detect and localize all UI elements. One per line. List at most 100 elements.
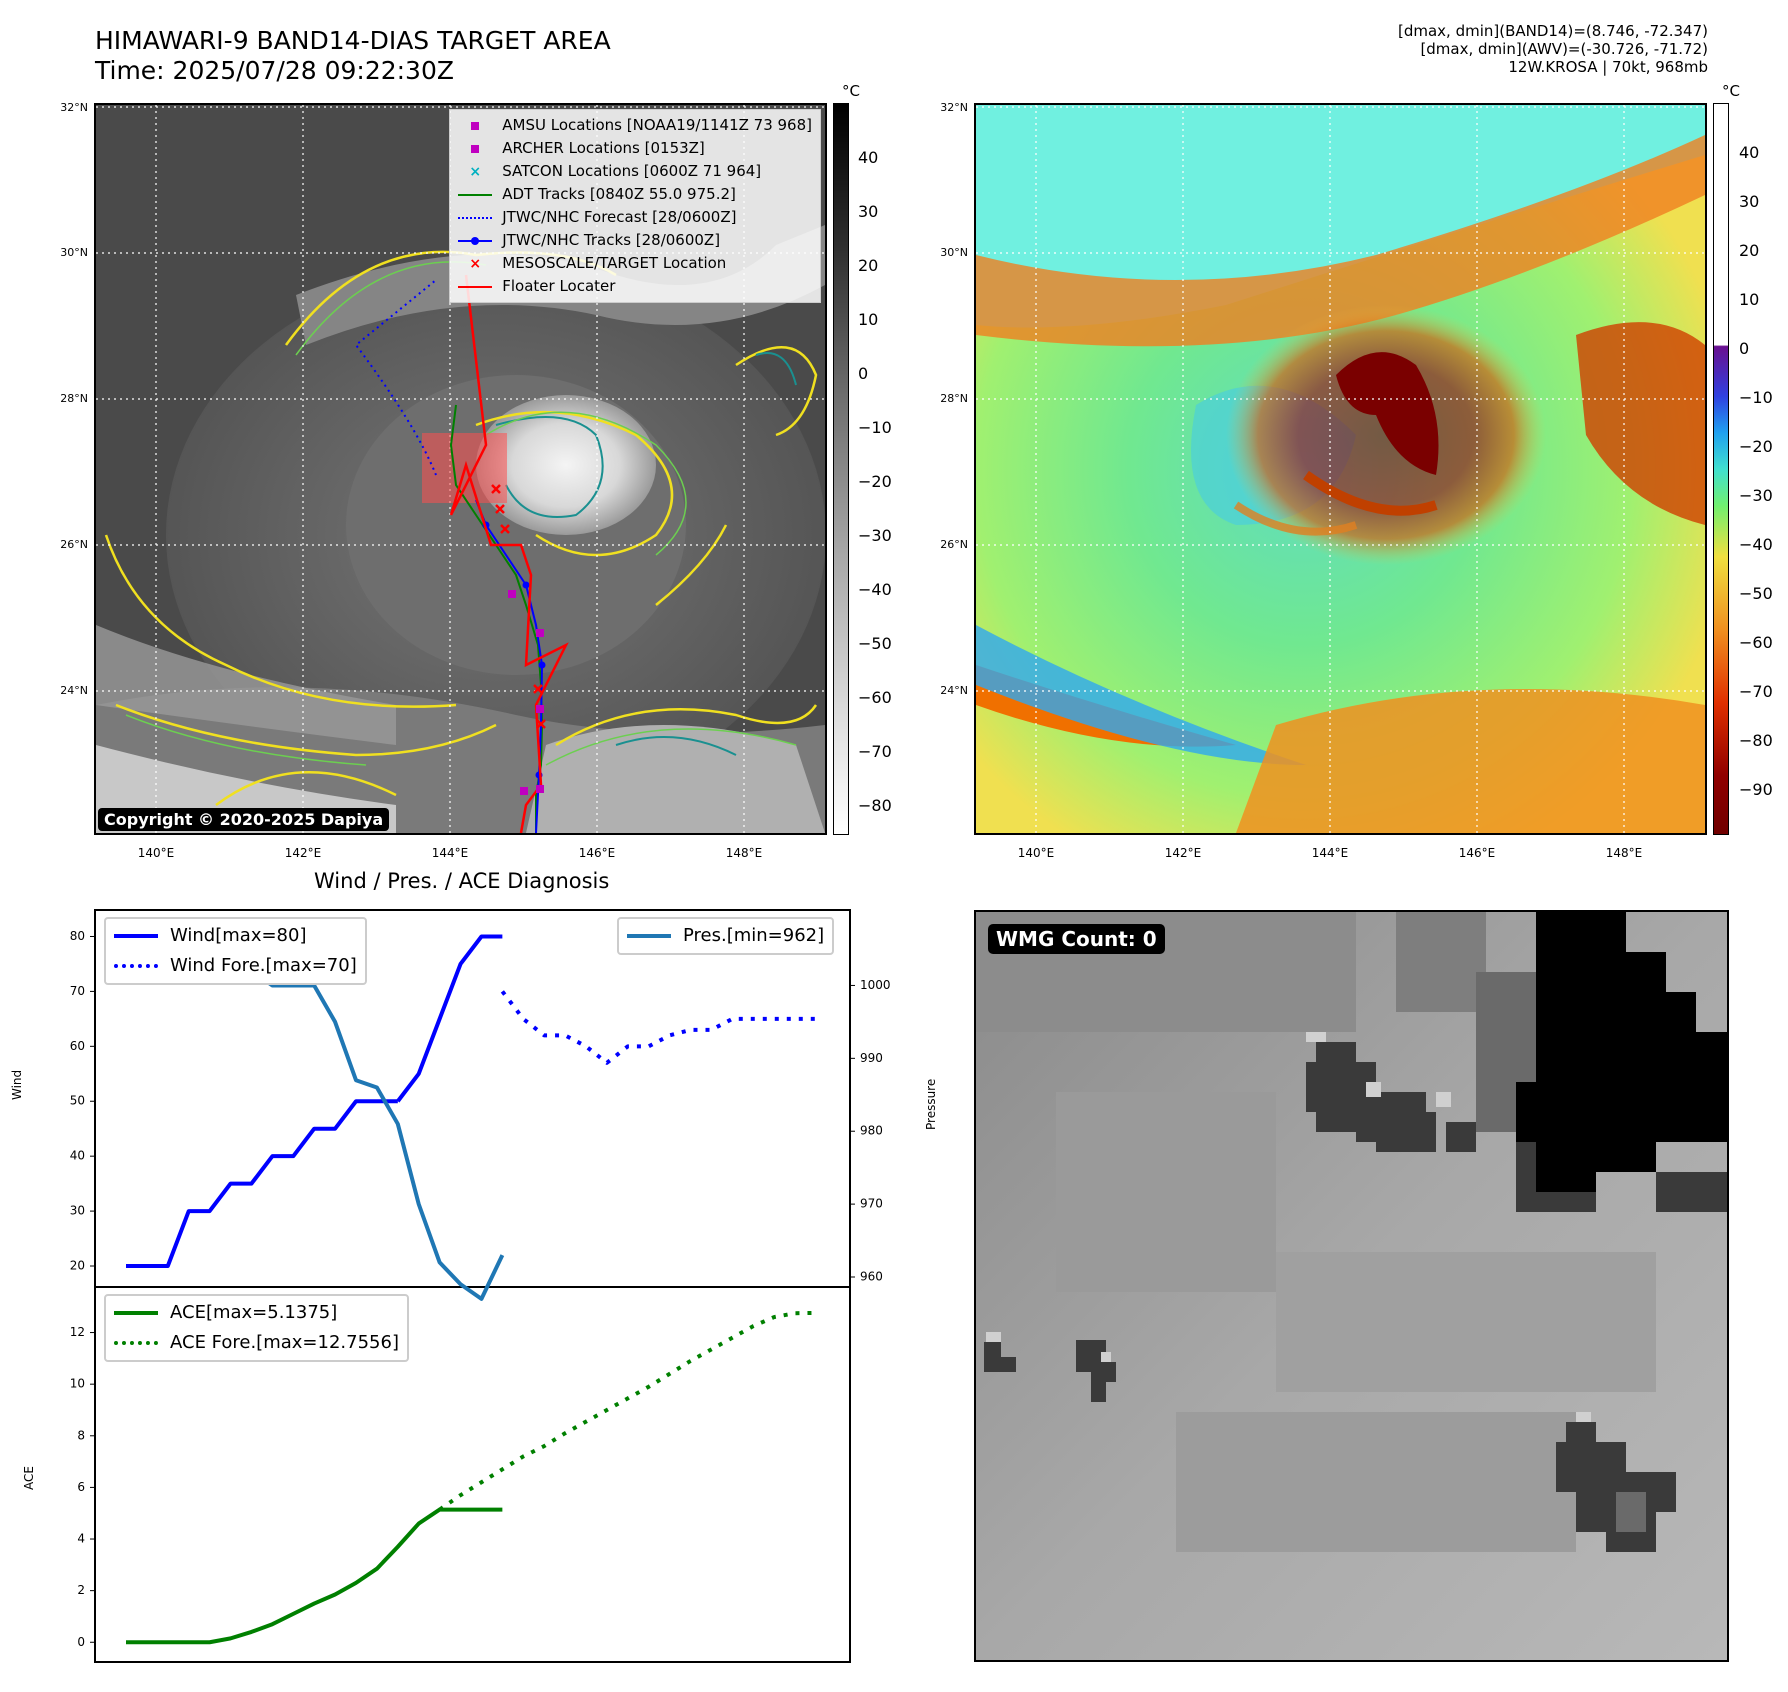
wind-tick-label: 20 (70, 1259, 85, 1273)
legend-row-amsu: AMSU Locations [NOAA19/1141Z 73 968] (458, 114, 812, 137)
lon-label: 146°E (578, 846, 616, 860)
wind-tick-label: 50 (70, 1094, 85, 1108)
title-line-1: HIMAWARI-9 BAND14-DIAS TARGET AREA (95, 26, 611, 55)
ace-legend: ACE[max=5.1375] ACE Fore.[max=12.7556] (104, 1294, 409, 1362)
colorbar-tick-label: −30 (858, 526, 892, 545)
ace-tick-label: 8 (77, 1428, 85, 1442)
colorbar-tick-label: −60 (1739, 633, 1773, 652)
wmg-count-badge: WMG Count: 0 (988, 924, 1165, 954)
colorbar-tick-label: −40 (858, 580, 892, 599)
ir-colorbar-unit: °C (842, 82, 860, 100)
lat-label: 30°N (60, 246, 88, 259)
colorbar-tick-label: −40 (1739, 535, 1773, 554)
info-block: [dmax, dmin](BAND14)=(8.746, -72.347) [d… (1398, 22, 1708, 76)
colorbar-tick-label: 20 (1739, 241, 1760, 260)
wind-legend: Wind[max=80] Wind Fore.[max=70] (104, 917, 367, 985)
pressure-tick-label: 980 (860, 1124, 883, 1138)
colorbar-tick-label: 0 (1739, 339, 1750, 358)
colorbar-tick-label: 20 (858, 256, 879, 275)
mesoscale-target-marks (491, 484, 546, 729)
wind-series-line (126, 1099, 398, 1269)
pressure-tick-label: 960 (860, 1270, 883, 1284)
ir-map-panel: AMSU Locations [NOAA19/1141Z 73 968] ARC… (94, 103, 827, 835)
ace-tick-label: 2 (77, 1583, 85, 1597)
wind-tick-label: 80 (70, 929, 85, 943)
lon-label: 144°E (1311, 846, 1349, 860)
copyright-badge: Copyright © 2020-2025 Dapiya (98, 808, 390, 831)
wind-tick-label: 40 (70, 1149, 85, 1163)
legend-ace: ACE[max=5.1375] (114, 1298, 399, 1328)
pressure-tick-label: 970 (860, 1197, 883, 1211)
legend-ace-fore: ACE Fore.[max=12.7556] (114, 1328, 399, 1358)
pressure-ylabel: Pressure (924, 1078, 938, 1130)
info-line-1: [dmax, dmin](BAND14)=(8.746, -72.347) (1397, 22, 1708, 40)
colorbar-tick-label: −20 (858, 472, 892, 491)
lon-label: 146°E (1458, 846, 1496, 860)
legend-pres: Pres.[min=962] (627, 921, 824, 951)
colorbar-tick-label: 40 (858, 148, 879, 167)
lon-label: 142°E (284, 846, 322, 860)
colorbar-tick-label: −90 (1739, 780, 1773, 799)
lat-label: 28°N (940, 392, 968, 405)
wind-forecast-line (500, 990, 816, 1065)
colorbar-tick-label: 10 (1739, 290, 1760, 309)
colorbar-tick-label: −50 (858, 634, 892, 653)
lon-label: 142°E (1164, 846, 1202, 860)
lat-label: 24°N (60, 684, 88, 697)
colorbar-tick-label: 10 (858, 310, 879, 329)
figure-title: HIMAWARI-9 BAND14-DIAS TARGET AREA Time:… (95, 26, 611, 86)
legend-row-adt: ADT Tracks [0840Z 55.0 975.2] (458, 183, 812, 206)
pressure-tick-label: 990 (860, 1051, 883, 1065)
colorbar-tick-label: −80 (1739, 731, 1773, 750)
ace-tick-label: 4 (77, 1532, 85, 1546)
colorbar-tick-label: −80 (858, 796, 892, 815)
ace-tick-label: 6 (77, 1480, 85, 1494)
wind-tick-label: 30 (70, 1204, 85, 1218)
colorbar-tick-label: −50 (1739, 584, 1773, 603)
ace-tick-label: 0 (77, 1635, 85, 1649)
map-legend: AMSU Locations [NOAA19/1141Z 73 968] ARC… (449, 109, 821, 303)
ace-ylabel: ACE (22, 1466, 36, 1490)
colorbar-tick-label: −60 (858, 688, 892, 707)
legend-row-archer: ARCHER Locations [0153Z] (458, 137, 812, 160)
title-line-2: Time: 2025/07/28 09:22:30Z (95, 56, 454, 85)
pressure-legend: Pres.[min=962] (617, 917, 835, 955)
colorbar-tick-label: −30 (1739, 486, 1773, 505)
ace-tick-label: 10 (70, 1377, 85, 1391)
legend-wind-fore: Wind Fore.[max=70] (114, 951, 357, 981)
lon-label: 140°E (137, 846, 175, 860)
awv-colorbar (1713, 103, 1729, 835)
legend-row-floater: Floater Locater (458, 275, 812, 298)
wind-series-line (396, 934, 503, 1103)
colorbar-tick-label: −10 (858, 418, 892, 437)
lat-label: 28°N (60, 392, 88, 405)
lat-label: 26°N (940, 538, 968, 551)
colorbar-tick-label: 0 (858, 364, 869, 383)
lon-label: 148°E (1605, 846, 1643, 860)
ace-forecast-line (438, 1310, 817, 1512)
colorbar-tick-label: −20 (1739, 437, 1773, 456)
awv-map-image (976, 105, 1705, 833)
legend-row-mesoscale: × MESOSCALE/TARGET Location (469, 254, 727, 272)
lon-label: 144°E (431, 846, 469, 860)
amsu-archer-marks (508, 590, 544, 795)
lat-label: 32°N (940, 101, 968, 114)
legend-row-jtwc-tracks: JTWC/NHC Tracks [28/0600Z] (458, 229, 812, 252)
legend-wind: Wind[max=80] (114, 921, 357, 951)
wind-tick-label: 70 (70, 984, 85, 998)
wmg-image (976, 912, 1727, 1660)
pressure-tick-label: 1000 (860, 978, 891, 992)
ir-colorbar (833, 103, 849, 835)
wind-ylabel: Wind (10, 1069, 24, 1100)
colorbar-tick-label: −10 (1739, 388, 1773, 407)
colorbar-tick-label: −70 (1739, 682, 1773, 701)
lat-label: 30°N (940, 246, 968, 259)
colorbar-tick-label: 30 (858, 202, 879, 221)
lat-label: 32°N (60, 101, 88, 114)
info-line-2: [dmax, dmin](AWV)=(-30.726, -71.72) (1420, 40, 1708, 58)
wmg-panel: WMG Count: 0 (974, 910, 1729, 1662)
lon-label: 148°E (725, 846, 763, 860)
awv-colorbar-unit: °C (1722, 82, 1740, 100)
legend-row-satcon: × SATCON Locations [0600Z 71 964] (469, 162, 762, 180)
colorbar-tick-label: −70 (858, 742, 892, 761)
